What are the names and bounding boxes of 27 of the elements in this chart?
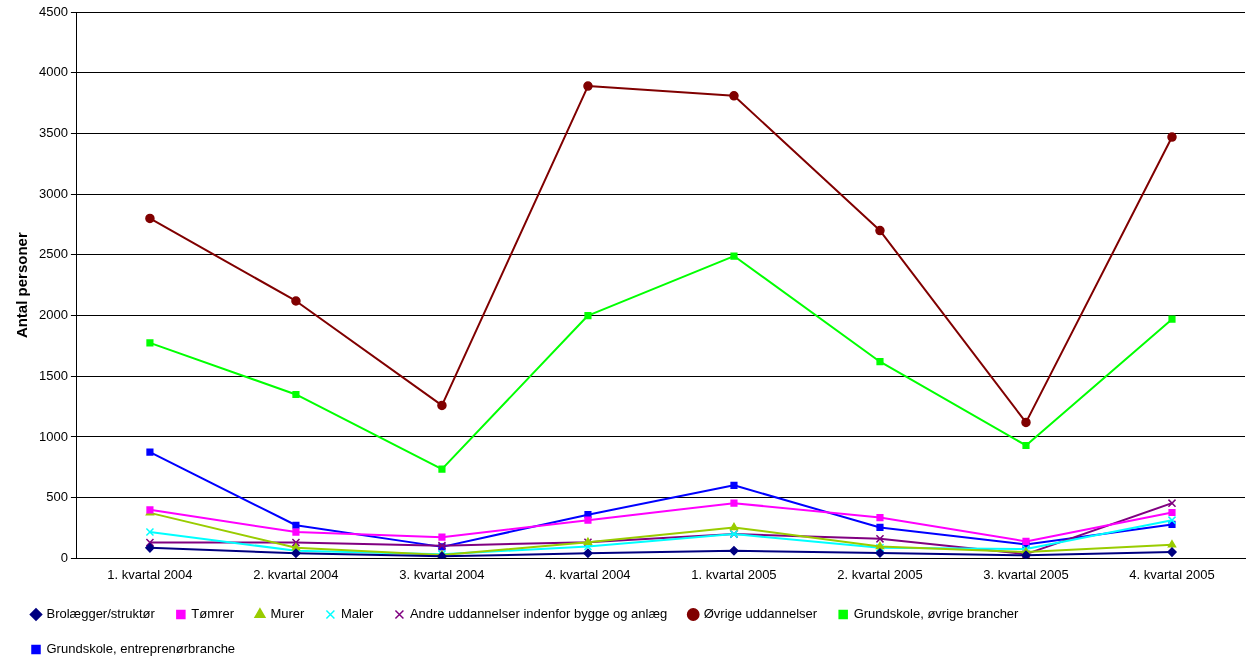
legend-label: Øvrige uddannelser <box>703 606 818 622</box>
y-tick-label: 4000 <box>39 64 68 80</box>
y-axis-title: Antal personer <box>13 232 31 339</box>
x-tick-label: 3. kvartal 2004 <box>399 566 485 582</box>
y-tick-label: 500 <box>46 489 68 505</box>
legend-label: Grundskole, øvrige brancher <box>853 606 1020 622</box>
x-tick-label: 1. kvartal 2005 <box>691 566 777 582</box>
y-tick-label: 2000 <box>39 307 68 323</box>
y-tick-label: 0 <box>60 549 68 565</box>
y-tick-label: 3500 <box>39 125 68 140</box>
y-tick-label: 3000 <box>39 185 68 201</box>
x-tick-label: 2. kvartal 2005 <box>837 566 923 582</box>
legend-label: Maler <box>340 606 375 622</box>
legend-label: Brolægger/struktør <box>46 606 156 622</box>
legend-label: Grundskole, entreprenørbranche <box>46 641 236 657</box>
x-tick-label: 4. kvartal 2004 <box>545 566 631 582</box>
legend-label: Tømrer <box>191 606 235 622</box>
y-tick-label: 4500 <box>39 3 68 19</box>
y-tick-label: 2500 <box>39 246 68 262</box>
x-tick-label: 1. kvartal 2004 <box>107 566 193 582</box>
legend-label: Andre uddannelser indenfor bygge og anlæg <box>409 606 668 622</box>
y-tick-label: 1500 <box>39 367 68 383</box>
x-tick-label: 4. kvartal 2005 <box>1129 566 1215 582</box>
x-tick-label: 3. kvartal 2005 <box>983 566 1069 582</box>
legend-label: Murer <box>270 606 306 622</box>
x-tick-label: 2. kvartal 2004 <box>253 566 339 582</box>
y-tick-label: 1000 <box>39 428 68 444</box>
